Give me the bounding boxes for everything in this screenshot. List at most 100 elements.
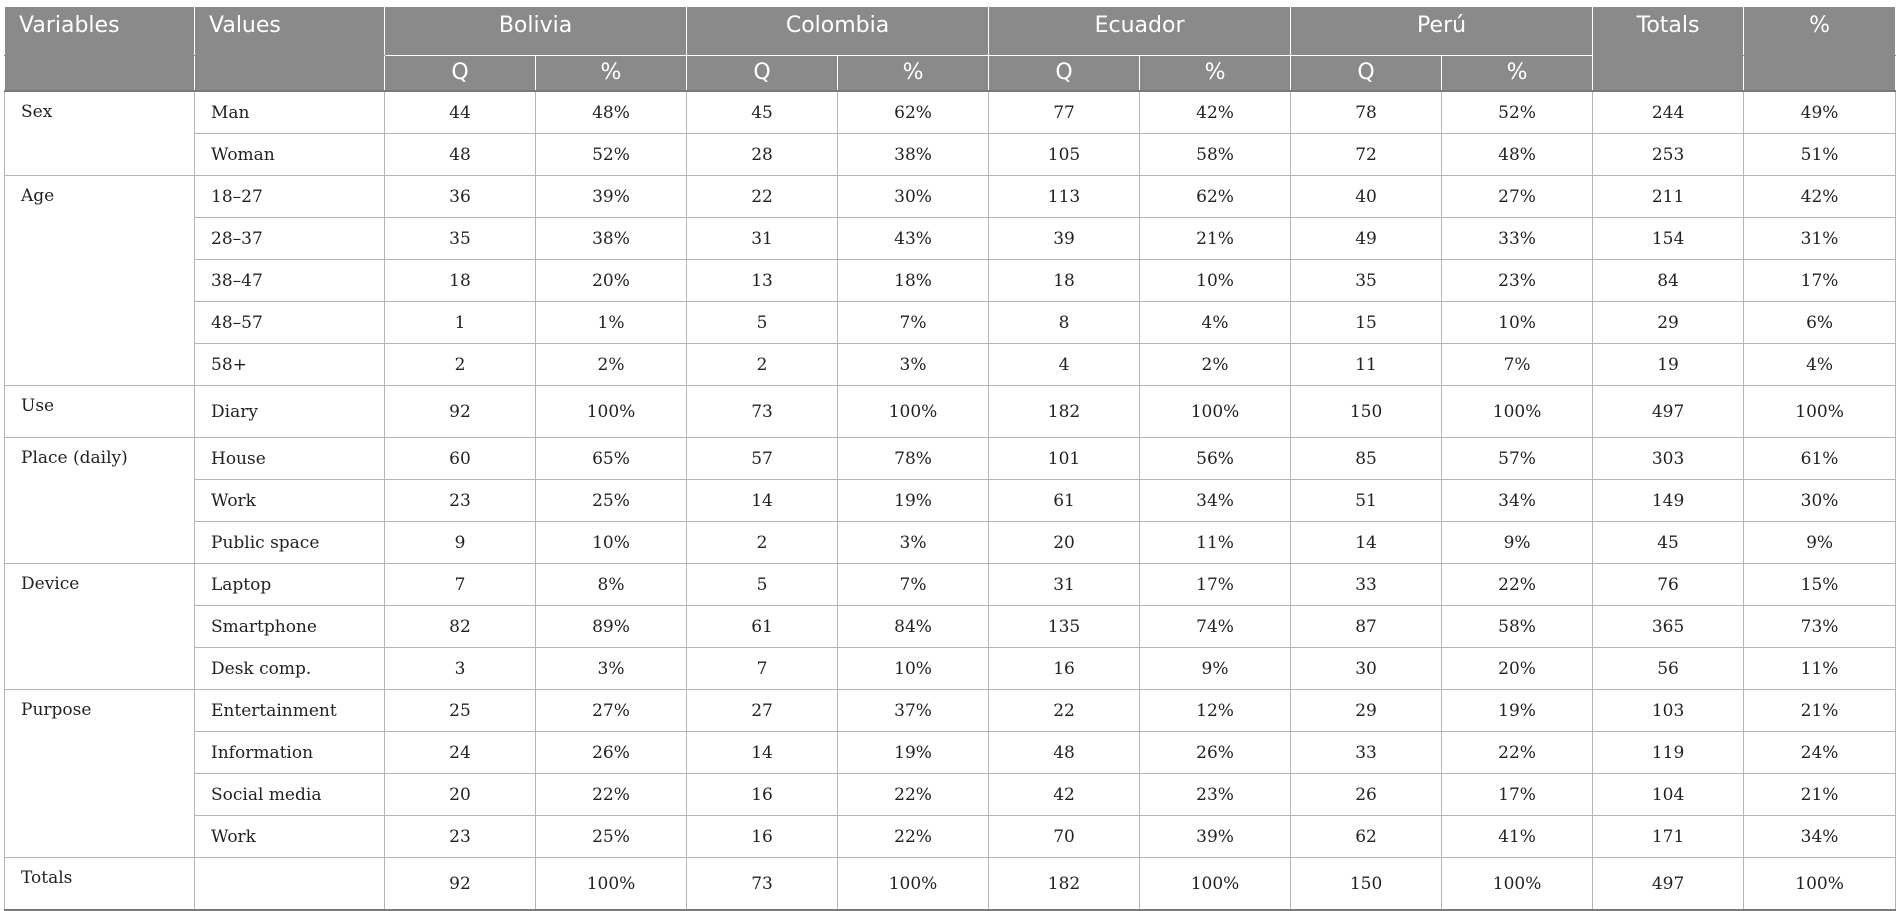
count-cell: 40 bbox=[1290, 175, 1443, 218]
table-row: Social media 20 22% 16 22% 42 23% 26 17% 104 21% bbox=[5, 773, 1897, 816]
count-cell: 4 bbox=[988, 343, 1141, 386]
count-cell: 57 bbox=[686, 437, 839, 480]
percent-cell: 8% bbox=[534, 563, 688, 606]
total-percent-cell: 34% bbox=[1743, 815, 1897, 858]
percent-cell: 25% bbox=[534, 479, 688, 522]
count-cell: 5 bbox=[686, 301, 839, 344]
header-country-ecuador: Ecuador bbox=[988, 6, 1292, 56]
percent-cell: 34% bbox=[1139, 479, 1292, 522]
percent-cell: 38% bbox=[837, 133, 990, 176]
percent-cell: 4% bbox=[1139, 301, 1292, 344]
count-cell: 5 bbox=[686, 563, 839, 606]
value-cell: Smartphone bbox=[194, 605, 385, 648]
percent-cell: 41% bbox=[1441, 815, 1594, 858]
count-cell: 78 bbox=[1290, 90, 1443, 134]
count-cell: 9 bbox=[384, 521, 536, 564]
table-row: Information 24 26% 14 19% 48 26% 33 22% 119 24% bbox=[5, 731, 1897, 774]
percent-cell: 62% bbox=[837, 90, 990, 134]
variable-cell: Totals bbox=[4, 857, 195, 911]
count-cell: 31 bbox=[988, 563, 1141, 606]
percent-cell: 19% bbox=[1441, 689, 1594, 732]
percent-cell: 34% bbox=[1441, 479, 1594, 522]
value-cell: Laptop bbox=[194, 563, 385, 606]
value-cell: Work bbox=[194, 479, 385, 522]
table-row: 28–37 35 38% 31 43% 39 21% 49 33% 154 31% bbox=[5, 217, 1897, 260]
total-cell: 84 bbox=[1592, 259, 1745, 302]
header-values: Values bbox=[194, 6, 385, 56]
count-cell: 51 bbox=[1290, 479, 1443, 522]
count-cell: 36 bbox=[384, 175, 536, 218]
percent-cell: 25% bbox=[534, 815, 688, 858]
count-cell: 26 bbox=[1290, 773, 1443, 816]
count-cell: 82 bbox=[384, 605, 536, 648]
table-row: 58+ 2 2% 2 3% 4 2% 11 7% 19 4% bbox=[5, 343, 1897, 386]
variable-cell: Place (daily) bbox=[4, 437, 195, 564]
total-percent-cell: 30% bbox=[1743, 479, 1897, 522]
total-cell: 253 bbox=[1592, 133, 1745, 176]
count-cell: 85 bbox=[1290, 437, 1443, 480]
percent-cell: 1% bbox=[534, 301, 688, 344]
count-cell: 29 bbox=[1290, 689, 1443, 732]
total-cell: 103 bbox=[1592, 689, 1745, 732]
count-cell: 150 bbox=[1290, 385, 1443, 438]
total-percent-cell: 4% bbox=[1743, 343, 1897, 386]
value-cell: Desk comp. bbox=[194, 647, 385, 690]
percent-cell: 27% bbox=[1441, 175, 1594, 218]
total-cell: 56 bbox=[1592, 647, 1745, 690]
total-cell: 497 bbox=[1592, 857, 1745, 911]
total-percent-cell: 100% bbox=[1743, 857, 1897, 911]
variable-cell: Use bbox=[4, 385, 195, 438]
table-row: 48–57 1 1% 5 7% 8 4% 15 10% 29 6% bbox=[5, 301, 1897, 344]
table-row: Purpose Entertainment 25 27% 27 37% 22 12% 29 19%… bbox=[4, 689, 1897, 858]
value-cell: Information bbox=[194, 731, 385, 774]
survey-results-table: Variables Values Bolivia Colombia Ecuado… bbox=[4, 6, 1897, 911]
percent-cell: 22% bbox=[837, 815, 990, 858]
percent-cell: 26% bbox=[534, 731, 688, 774]
percent-cell: 100% bbox=[534, 857, 688, 911]
count-cell: 8 bbox=[988, 301, 1141, 344]
table-row: 38–47 18 20% 13 18% 18 10% 35 23% 84 17% bbox=[5, 259, 1897, 302]
count-cell: 61 bbox=[686, 605, 839, 648]
percent-cell: 10% bbox=[1139, 259, 1292, 302]
header-sub-q: Q bbox=[686, 55, 839, 92]
percent-cell: 100% bbox=[534, 385, 688, 438]
count-cell: 2 bbox=[686, 343, 839, 386]
percent-cell: 22% bbox=[1441, 563, 1594, 606]
count-cell: 105 bbox=[988, 133, 1141, 176]
percent-cell: 2% bbox=[1139, 343, 1292, 386]
count-cell: 14 bbox=[686, 479, 839, 522]
percent-cell: 57% bbox=[1441, 437, 1594, 480]
total-percent-cell: 51% bbox=[1743, 133, 1897, 176]
count-cell: 48 bbox=[384, 133, 536, 176]
total-cell: 154 bbox=[1592, 217, 1745, 260]
table-row: Work 23 25% 14 19% 61 34% 51 34% 149 30% bbox=[5, 479, 1897, 522]
percent-cell: 58% bbox=[1139, 133, 1292, 176]
value-cell: Entertainment bbox=[194, 689, 385, 732]
count-cell: 182 bbox=[988, 857, 1141, 911]
value-cell: Woman bbox=[194, 133, 385, 176]
value-cell: Public space bbox=[194, 521, 385, 564]
percent-cell: 3% bbox=[837, 521, 990, 564]
header-sub-q: Q bbox=[1290, 55, 1443, 92]
count-cell: 49 bbox=[1290, 217, 1443, 260]
percent-cell: 43% bbox=[837, 217, 990, 260]
total-cell: 244 bbox=[1592, 90, 1745, 134]
header-percent: % bbox=[1743, 6, 1897, 56]
header-country-peru: Perú bbox=[1290, 6, 1594, 56]
percent-cell: 2% bbox=[534, 343, 688, 386]
table-row: Desk comp. 3 3% 7 10% 16 9% 30 20% 56 11% bbox=[5, 647, 1897, 690]
percent-cell: 100% bbox=[1441, 385, 1594, 438]
count-cell: 92 bbox=[384, 857, 536, 911]
total-cell: 303 bbox=[1592, 437, 1745, 480]
count-cell: 31 bbox=[686, 217, 839, 260]
header-sub-pct: % bbox=[837, 55, 990, 92]
percent-cell: 74% bbox=[1139, 605, 1292, 648]
header-sub-blank bbox=[1592, 55, 1745, 92]
header-sub-q: Q bbox=[384, 55, 536, 92]
header-sub-pct: % bbox=[534, 55, 688, 92]
value-cell: 48–57 bbox=[194, 301, 385, 344]
percent-cell: 58% bbox=[1441, 605, 1594, 648]
header-country-bolivia: Bolivia bbox=[383, 6, 688, 56]
percent-cell: 9% bbox=[1441, 521, 1594, 564]
count-cell: 27 bbox=[686, 689, 839, 732]
